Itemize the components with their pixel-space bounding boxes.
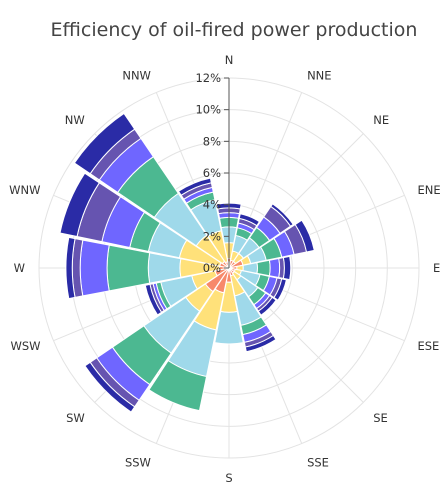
- bar-segment-wnw-6[interactable]: [59, 172, 101, 238]
- direction-label-n: N: [225, 53, 234, 67]
- radial-tick-label: 12%: [195, 71, 221, 85]
- radial-tick-label: 2%: [203, 229, 221, 243]
- direction-label-nnw: NNW: [122, 69, 151, 83]
- radial-tick-label: 4%: [203, 198, 221, 212]
- bar-segment-ene-6[interactable]: [294, 219, 315, 253]
- direction-label-s: S: [225, 471, 232, 485]
- radial-tick-label: 8%: [203, 134, 221, 148]
- bar-segment-nnw-6[interactable]: [177, 177, 212, 196]
- radial-tick-label: 6%: [203, 166, 221, 180]
- chart-title: Efficiency of oil-fired power production: [51, 19, 418, 41]
- bar-segment-wsw-6[interactable]: [144, 283, 163, 316]
- bar-segment-w-4[interactable]: [79, 239, 110, 297]
- direction-label-w: W: [14, 261, 25, 275]
- bar-segment-e-3[interactable]: [256, 259, 271, 277]
- bar-segment-sw-6[interactable]: [84, 361, 136, 413]
- direction-label-ne: NE: [373, 113, 389, 127]
- direction-label-ssw: SSW: [125, 455, 151, 469]
- direction-label-wsw: WSW: [10, 339, 40, 353]
- bar-segment-ssw-3[interactable]: [148, 359, 208, 412]
- bar-segment-w-6[interactable]: [65, 236, 76, 300]
- bar-segment-e-4[interactable]: [268, 257, 281, 279]
- direction-label-wnw: WNW: [9, 183, 40, 197]
- bar-segment-se-6[interactable]: [257, 296, 277, 316]
- direction-label-e: E: [433, 261, 440, 275]
- bars: [59, 112, 315, 413]
- bar-segment-s-2[interactable]: [214, 310, 244, 345]
- bar-segment-nne-6[interactable]: [238, 213, 261, 227]
- direction-label-se: SE: [373, 411, 388, 425]
- direction-label-nne: NNE: [307, 69, 331, 83]
- bar-segment-nw-6[interactable]: [73, 112, 136, 175]
- bar-segment-ese-6[interactable]: [273, 278, 287, 301]
- direction-label-ene: ENE: [417, 183, 440, 197]
- bar-segment-sse-6[interactable]: [244, 334, 277, 353]
- direction-label-ese: ESE: [417, 339, 439, 353]
- radial-tick-label: 0%: [203, 261, 221, 275]
- bar-segment-ne-6[interactable]: [270, 203, 294, 227]
- radial-tick-label: 10%: [195, 103, 221, 117]
- radial-axis: 0% 2% 4% 6% 8% 10% 12%: [195, 71, 230, 275]
- direction-label-sw: SW: [66, 411, 85, 425]
- direction-label-nw: NW: [65, 113, 85, 127]
- direction-labels: N NNE NE ENE E ESE SE SSE S SSW SW WSW W WNW NW NNW: [9, 53, 440, 485]
- bar-segment-e-6[interactable]: [282, 255, 292, 281]
- direction-label-sse: SSE: [307, 455, 329, 469]
- bar-segment-w-3[interactable]: [106, 244, 151, 292]
